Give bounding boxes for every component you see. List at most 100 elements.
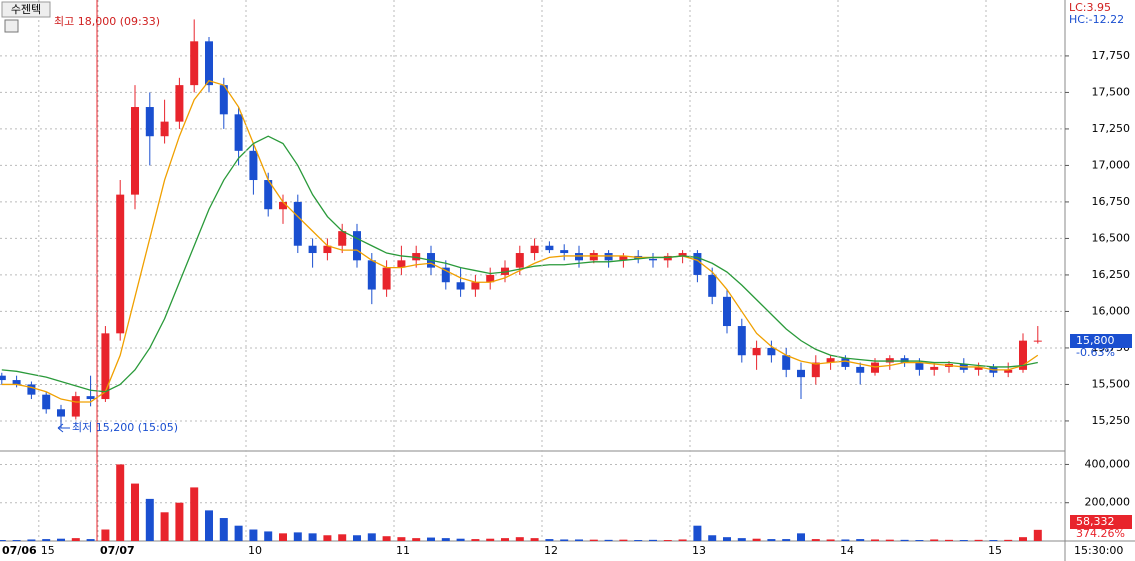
candle-body (708, 274, 717, 297)
volume-bar (71, 538, 80, 541)
volume-badge-bg (1070, 515, 1132, 529)
volume-bar (752, 538, 761, 541)
candle-body (219, 85, 228, 115)
x-tick-label: 15 (41, 544, 55, 557)
volume-bar (767, 539, 776, 541)
candle-body (486, 274, 495, 283)
volume-bar (560, 539, 569, 541)
x-tick-label: 07/06 (2, 544, 37, 557)
candle-body (264, 180, 273, 210)
volume-bar (545, 539, 554, 541)
candle-body (752, 347, 761, 356)
y-tick-label: 15,250 (1092, 414, 1131, 427)
volume-bar (471, 539, 480, 541)
candle-body (412, 253, 421, 261)
volume-bar (1004, 539, 1013, 541)
volume-bar (190, 487, 199, 541)
y-tick-label: 15,500 (1092, 377, 1131, 390)
candle-body (71, 396, 80, 417)
candle-body (190, 41, 199, 86)
volume-bar (811, 539, 820, 541)
candle-body (782, 355, 791, 370)
candle-body (160, 121, 169, 137)
candle-body (915, 362, 924, 370)
candle-body (116, 194, 125, 334)
candle-body (560, 250, 569, 254)
candle-body (323, 245, 332, 254)
x-tick-label: 14 (840, 544, 854, 557)
y-tick-label: 200,000 (1085, 496, 1131, 509)
x-tick-label: 15 (988, 544, 1002, 557)
volume-bar (486, 538, 495, 541)
volume-bar (634, 540, 643, 541)
volume-bar (723, 537, 731, 541)
volume-bar (145, 498, 154, 541)
high-note: 최고 18,000 (09:33) (54, 15, 160, 28)
candle-body (57, 409, 65, 417)
volume-bar (589, 539, 598, 541)
price-badge: 15,800 (1076, 334, 1115, 347)
y-tick-label: 16,250 (1092, 268, 1131, 281)
volume-bar (279, 533, 287, 541)
candle-body (723, 296, 731, 327)
candle-body (737, 326, 746, 356)
candle-body (649, 258, 657, 261)
candle-body (811, 362, 820, 378)
y-tick-label: 16,000 (1092, 304, 1131, 317)
volume-bar (930, 539, 939, 541)
candle-body (589, 253, 598, 261)
candle-body (205, 41, 213, 86)
volume-bar (989, 540, 998, 541)
candle-body (131, 107, 139, 195)
volume-bar (264, 531, 273, 541)
volume-bar (86, 539, 95, 541)
y-tick-label: 16,750 (1092, 195, 1131, 208)
candle-body (856, 366, 865, 373)
x-tick-label: 13 (692, 544, 706, 557)
stock-button[interactable] (1, 1, 51, 18)
price-badge-bg (1070, 334, 1132, 348)
candle-body (353, 231, 361, 261)
volume-bar (175, 502, 184, 541)
volume-bar (205, 510, 213, 541)
candle-body (441, 267, 450, 283)
x-tick-label: 12 (544, 544, 558, 557)
time-label: 15:30:00 (1074, 544, 1123, 557)
grid-icon[interactable] (4, 19, 19, 33)
volume-bar (619, 539, 628, 541)
volume-bar (959, 540, 968, 541)
candle-body (871, 362, 879, 373)
y-tick-label: 16,500 (1092, 231, 1131, 244)
volume-bar (427, 537, 435, 541)
volume-bar (367, 533, 376, 541)
volume-bar (841, 539, 850, 541)
moving-average (1, 79, 1039, 403)
candle-body (367, 260, 376, 290)
candle-body (1019, 340, 1027, 370)
volume-bar (412, 538, 421, 541)
volume-bar (604, 539, 613, 541)
candle-body (619, 255, 628, 261)
candle-body (12, 380, 21, 385)
volume-bar (338, 534, 347, 541)
y-tick-label: 17,750 (1092, 49, 1131, 62)
candle-body (279, 201, 287, 210)
volume-bar (915, 540, 924, 541)
volume-bar (131, 483, 139, 541)
candle-body (841, 358, 850, 367)
volume-bar (826, 539, 835, 541)
low-note: 최저 15,200 (15:05) (72, 421, 178, 434)
volume-bar (737, 538, 746, 541)
y-tick-label: 17,000 (1092, 158, 1131, 171)
stock-name[interactable]: 수젠텍 (11, 3, 41, 16)
volume-bar (885, 539, 894, 541)
candle-body (382, 267, 391, 290)
candle-body (456, 282, 465, 290)
volume-bar (116, 464, 125, 541)
y-tick-label: 17,500 (1092, 85, 1131, 98)
y-tick-label: 400,000 (1085, 457, 1131, 470)
candle-body (797, 369, 805, 378)
